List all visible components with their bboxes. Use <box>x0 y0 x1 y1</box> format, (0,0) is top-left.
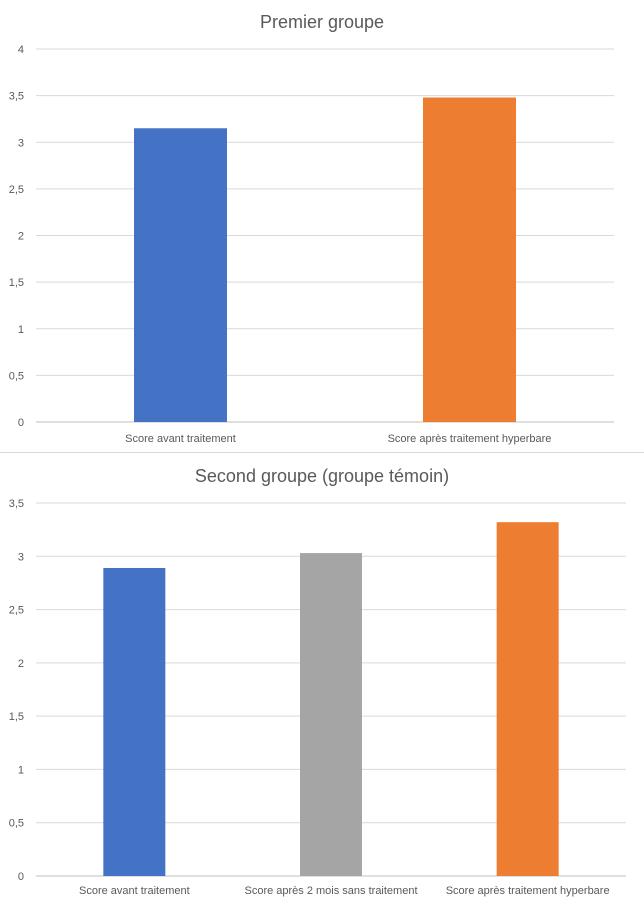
y-tick-label: 1,5 <box>9 711 24 723</box>
bar <box>300 553 362 876</box>
x-category-label: Score avant traitement <box>79 885 190 897</box>
chart-second-groupe: Second groupe (groupe témoin) 0 0,5 1 1,5 2 2… <box>0 453 644 908</box>
x-category-label: Score après 2 mois sans traitement <box>244 885 417 897</box>
y-tick-label: 2,5 <box>9 605 24 617</box>
bar <box>496 522 559 876</box>
x-category-label: Score après traitement hyperbare <box>446 885 610 897</box>
y-tick-label: 2 <box>18 658 24 670</box>
y-tick-label: 0 <box>18 417 24 429</box>
y-tick-label: 3 <box>18 137 24 149</box>
y-tick-label: 1 <box>18 764 24 776</box>
chart-premier-groupe: Premier groupe 0 0,5 1 1,5 2 2,5 3 3,5 4 Score av… <box>0 0 644 453</box>
y-tick-label: 0,5 <box>9 818 24 830</box>
chart-title: Second groupe (groupe témoin) <box>195 466 449 486</box>
y-tick-label: 2,5 <box>9 184 24 196</box>
chart-second-groupe-svg: Second groupe (groupe témoin) 0 0,5 1 1,5 2 2… <box>9 466 626 897</box>
y-tick-label: 4 <box>18 44 24 56</box>
y-tick-label: 1 <box>18 324 24 336</box>
bar <box>103 568 166 876</box>
x-category-label: Score avant traitement <box>125 433 236 445</box>
chart-title: Premier groupe <box>260 12 384 32</box>
bar <box>423 97 516 423</box>
y-tick-label: 3,5 <box>9 498 24 510</box>
y-tick-label: 2 <box>18 231 24 243</box>
y-tick-label: 0 <box>18 871 24 883</box>
y-tick-label: 3,5 <box>9 91 24 103</box>
y-tick-label: 3 <box>18 551 24 563</box>
x-category-label: Score après traitement hyperbare <box>388 433 552 445</box>
bar <box>134 128 227 422</box>
chart-premier-groupe-svg: Premier groupe 0 0,5 1 1,5 2 2,5 3 3,5 4 Score av… <box>9 12 614 445</box>
y-tick-label: 0,5 <box>9 370 24 382</box>
y-tick-label: 1,5 <box>9 277 24 289</box>
